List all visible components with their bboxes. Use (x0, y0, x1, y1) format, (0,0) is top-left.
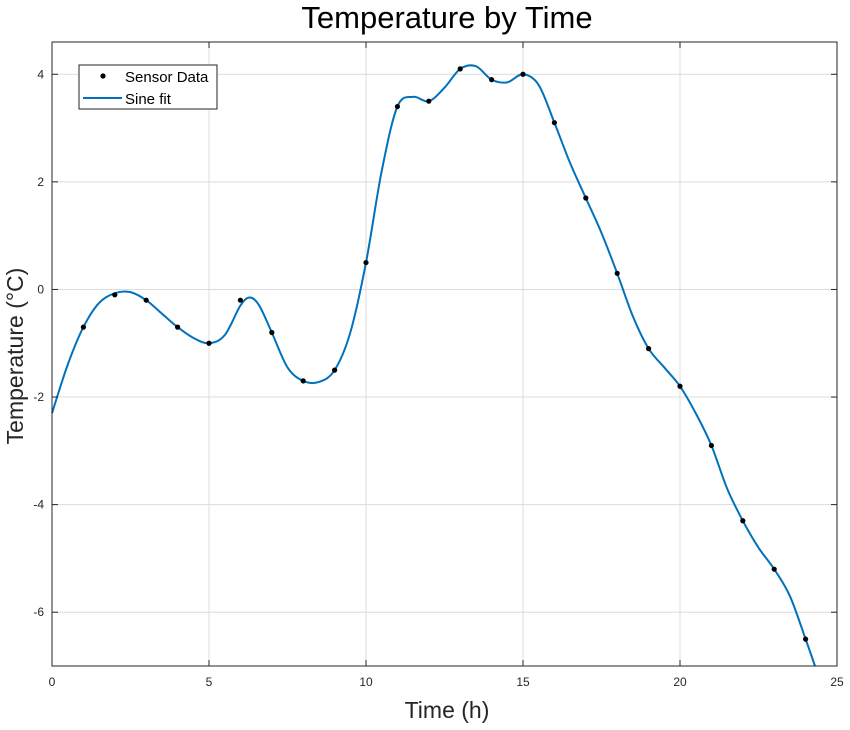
x-tick-label: 25 (830, 675, 844, 689)
data-point (112, 292, 118, 298)
x-tick-label: 0 (49, 675, 56, 689)
data-point (332, 367, 338, 373)
y-axis-label: Temperature (°C) (2, 268, 28, 445)
data-point (363, 259, 369, 266)
x-tick-label: 20 (673, 675, 687, 689)
series-markers-sensor-data (80, 66, 809, 642)
x-tick-label: 10 (359, 675, 373, 689)
data-point (489, 77, 495, 83)
plot-area (51, 64, 816, 667)
y-tick-label: 4 (37, 67, 44, 81)
y-tick-label: -4 (33, 498, 44, 512)
y-tick-label: 0 (37, 282, 44, 296)
axis-ticks: 0 5 10 15 20 25 -6 -4 -2 0 2 4 (33, 42, 844, 689)
data-point (646, 346, 652, 352)
y-tick-label: -2 (33, 390, 44, 404)
data-point (708, 442, 715, 449)
data-point (677, 383, 683, 389)
legend: Sensor Data Sine fit (78, 64, 218, 110)
data-point (175, 324, 181, 330)
data-point (269, 329, 275, 336)
axes-box (51, 41, 838, 667)
y-tick-label: -6 (33, 605, 44, 619)
data-point (300, 378, 306, 384)
data-point (771, 566, 777, 572)
data-point (803, 636, 809, 642)
data-point (551, 120, 558, 126)
data-point (583, 195, 589, 201)
chart-title: Temperature by Time (301, 0, 592, 35)
data-point (457, 66, 463, 72)
x-tick-label: 5 (206, 675, 213, 689)
legend-box (78, 64, 218, 110)
x-tick-label: 15 (516, 675, 530, 689)
legend-marker-sensor-data (100, 73, 106, 79)
x-axis-label: Time (h) (405, 697, 490, 723)
y-tick-label: 2 (37, 175, 44, 189)
legend-label-sensor-data: Sensor Data (125, 69, 209, 86)
data-point (237, 297, 243, 303)
data-point (520, 71, 526, 77)
data-point (80, 324, 86, 330)
data-point (614, 270, 620, 276)
legend-label-sine-fit: Sine fit (125, 91, 172, 108)
data-point (394, 103, 400, 110)
data-point (740, 518, 746, 524)
data-point (426, 98, 432, 104)
grid-lines (51, 42, 838, 666)
data-point (206, 340, 212, 346)
data-point (143, 297, 149, 303)
